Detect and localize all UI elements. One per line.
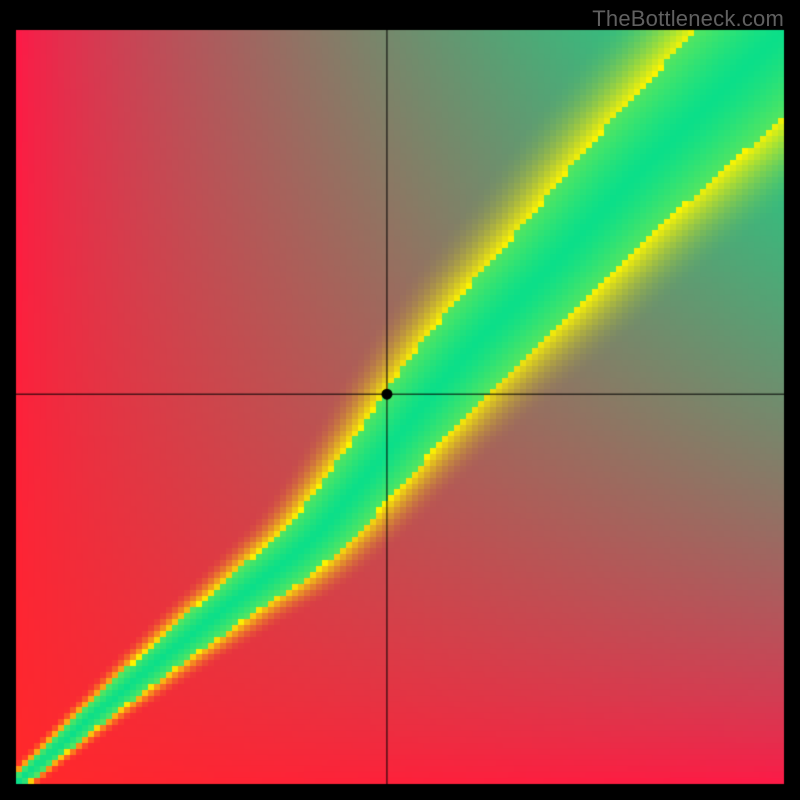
- chart-container: TheBottleneck.com: [0, 0, 800, 800]
- attribution-label: TheBottleneck.com: [592, 6, 784, 32]
- bottleneck-heatmap: [0, 0, 800, 800]
